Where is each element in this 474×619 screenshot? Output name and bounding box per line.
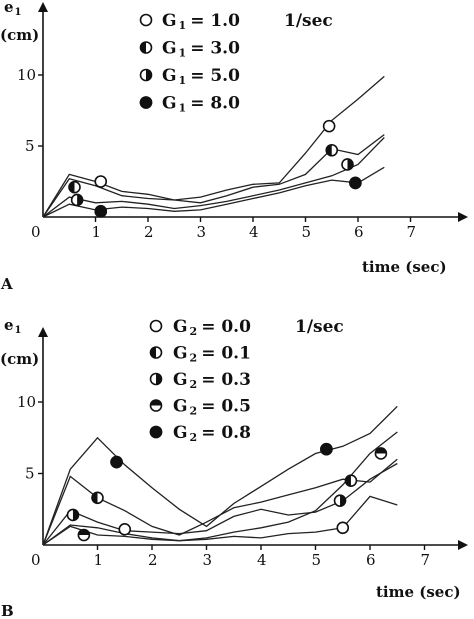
chart-b-panel-label: B [1,602,14,619]
chart-a-point-8.0 [349,176,362,190]
chart-a-panel-label: A [0,275,13,293]
chart-a-legend: G 1 = 1.0 1/sec G 1 = 3.0 G 1 = 5.0 G 1 = 8.0 [139,11,333,115]
chart-b-yunit: (cm) [0,350,39,368]
chart-b-ylabel-sub: 1 [15,325,22,336]
chart-b-point-0.1 [91,491,104,505]
chart-a-legend-marker [139,41,153,54]
chart-a-markers [68,119,362,218]
x-tick-label: 1 [94,551,104,569]
chart-b-legend-marker [149,399,163,412]
chart-b-x-ticks: 0 1 2 3 4 5 6 7 [31,545,430,569]
chart-a-point-8.0 [94,205,108,218]
chart-b-legend-item: G 2 = 0.1 [149,344,251,365]
chart-b-point-0.3 [333,494,347,507]
chart-a-legend-marker [139,96,153,109]
x-tick-label: 0 [31,223,41,241]
chart-b-legend-label: G 2 = 0.0 [173,317,251,338]
chart-a-x-ticks: 0 1 2 3 4 5 6 7 [31,217,416,241]
x-tick-label: 5 [302,223,312,241]
chart-a-yunit: (cm) [0,26,39,44]
chart-b-point-0.5 [77,528,91,542]
x-tick-label: 4 [249,223,259,241]
x-tick-label: 1 [92,223,102,241]
x-tick-label: 2 [148,551,158,569]
chart-b-legend-label: G 2 = 0.1 [173,344,251,365]
chart-a-point-1.0 [322,119,336,133]
chart-b-markers [66,442,388,542]
chart-a-point-1.0 [94,175,108,188]
chart-b-legend: G 2 = 0.0 1/sec G 2 = 0.1 G 2 = 0.3 G 2 = 0.5 G 2 = 0.8 [149,317,344,444]
chart-b-legend-item: G 2 = 0.5 [149,397,251,418]
y-tick-label: 5 [25,465,35,483]
chart-b-point-0.3 [66,508,80,522]
x-tick-label: 6 [366,551,376,569]
chart-a-point-5.0 [341,158,354,171]
chart-b-legend-marker [149,346,163,359]
chart-a-legend-label: G 1 = 3.0 [162,39,240,60]
chart-b-x-axis-arrow [458,540,468,550]
x-tick-label: 3 [203,551,213,569]
chart-b-line-0.5 [42,431,398,546]
x-tick-label: 0 [31,551,41,569]
chart-a-x-axis-arrow [458,212,468,222]
chart-a-legend-unit: 1/sec [284,11,333,31]
x-tick-label: 6 [354,223,364,241]
chart-b-xlabel: time (sec) [376,583,461,601]
chart-a-line-5.0 [42,137,385,218]
x-tick-label: 5 [312,551,322,569]
chart-a-legend-item: G 1 = 1.0 1/sec [139,11,333,32]
chart-a-ylabel: e1 [4,0,22,18]
chart-b-point-0.8 [110,455,123,469]
x-tick-label: 2 [144,223,154,241]
x-tick-label: 3 [197,223,207,241]
chart-b-point-0.5 [374,447,388,460]
x-tick-label: 4 [257,551,267,569]
chart-b-legend-marker [149,372,163,386]
chart-a-legend-label: G 1 = 1.0 [162,11,240,32]
chart-b-point-0.0 [336,521,350,535]
chart-b-legend-label: G 2 = 0.5 [173,397,251,418]
chart-a-xlabel: time (sec) [362,258,447,276]
chart-a-y-ticks: 5 10 [17,66,43,155]
chart-b-point-0.1 [344,474,358,487]
chart-b-legend-marker [149,319,163,333]
chart-a-legend-item: G 1 = 8.0 [139,94,240,115]
chart-a-ylabel-sub: 1 [15,7,22,18]
chart-b-legend-item: G 2 = 0.3 [149,370,251,391]
x-tick-label: 7 [407,223,417,241]
y-tick-label: 10 [17,66,36,84]
chart-b-point-0.8 [320,442,333,456]
chart-b-legend-label: G 2 = 0.8 [173,423,251,444]
chart-a-legend-item: G 1 = 3.0 [139,39,240,60]
chart-b-y-axis-arrow [38,327,48,337]
chart-a: e1 (cm) 0 1 2 3 4 5 6 7 5 10 G 1 = 1.0 1/sec G 1 = 3.0… [0,0,468,293]
chart-a-y-axis-arrow [38,2,48,12]
chart-b: e1 (cm) 0 1 2 3 4 5 6 7 5 10 G 2 = 0.0 1/sec G 2 = 0.1… [0,316,468,619]
chart-a-legend-marker [139,13,153,27]
chart-b-y-ticks: 5 10 [17,393,43,483]
chart-b-legend-unit: 1/sec [295,317,344,337]
chart-a-point-5.0 [70,193,84,207]
chart-a-legend-item: G 1 = 5.0 [139,66,240,87]
chart-b-line-0.8 [42,405,398,546]
chart-b-ylabel: e1 [4,316,22,336]
chart-b-legend-marker [149,425,163,439]
x-tick-label: 7 [421,551,431,569]
y-tick-label: 5 [25,137,35,155]
chart-b-legend-item: G 2 = 0.8 [149,423,251,444]
chart-a-point-3.0 [325,143,339,157]
chart-b-legend-label: G 2 = 0.3 [173,370,251,391]
chart-b-point-0.0 [118,522,132,536]
y-tick-label: 10 [17,393,36,411]
chart-a-legend-marker [139,68,153,82]
chart-a-point-3.0 [68,180,81,194]
chart-b-legend-item: G 2 = 0.0 1/sec [149,317,344,338]
chart-a-legend-label: G 1 = 5.0 [162,66,240,87]
chart-a-legend-label: G 1 = 8.0 [162,94,240,115]
